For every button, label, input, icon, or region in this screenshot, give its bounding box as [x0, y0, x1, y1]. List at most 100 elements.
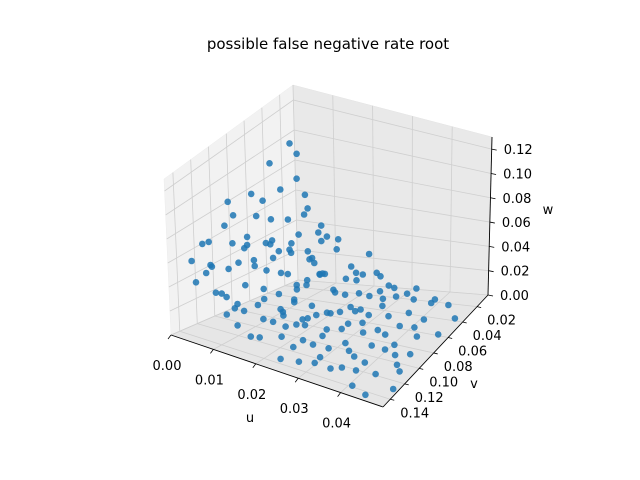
data-point [267, 216, 275, 223]
back-pane [292, 84, 493, 296]
data-point [299, 316, 306, 323]
z-axis-label: w [543, 203, 554, 218]
data-point [323, 309, 331, 317]
data-point [277, 305, 284, 313]
x-grid-line-floor [255, 285, 375, 365]
data-point [266, 160, 273, 167]
data-point [349, 382, 356, 390]
y-tick-label: 0.12 [415, 391, 444, 406]
y-axis-line [382, 294, 489, 408]
data-point [275, 247, 283, 255]
data-point [260, 315, 267, 323]
data-point [431, 296, 439, 303]
data-point [311, 259, 318, 267]
data-point [299, 336, 307, 344]
data-point [396, 368, 403, 375]
y-grid-line-floor [267, 292, 463, 323]
data-point [199, 240, 206, 248]
data-point [284, 270, 292, 278]
data-point [381, 331, 389, 338]
y-tick-mark [477, 306, 482, 308]
data-point [229, 212, 237, 219]
x-axis-label: u [246, 411, 254, 426]
data-point [347, 303, 354, 311]
data-point [205, 238, 212, 246]
y-tick-label: 0.02 [487, 314, 516, 329]
tick-marks: 0.000.010.020.030.040.020.040.060.080.10… [153, 143, 533, 431]
data-point [223, 311, 231, 318]
data-point [391, 341, 398, 349]
data-point [327, 365, 334, 372]
z-tick-mark [489, 245, 495, 248]
data-point [451, 315, 459, 322]
data-point [445, 301, 452, 309]
data-point [319, 332, 326, 340]
data-point [290, 296, 298, 303]
data-point [336, 308, 344, 316]
data-point [301, 191, 309, 199]
data-point [243, 241, 251, 249]
data-point [331, 289, 339, 296]
data-point [316, 353, 324, 361]
data-point [301, 321, 309, 329]
data-point [413, 285, 420, 292]
data-point [352, 367, 360, 374]
data-point [311, 359, 319, 367]
z-grid-line-back [294, 129, 492, 174]
data-point [256, 334, 264, 341]
data-point [225, 265, 232, 273]
z-tick-mark [490, 197, 496, 200]
data-point [333, 246, 341, 253]
axes-lines [170, 136, 493, 408]
data-point [318, 237, 325, 245]
data-point [223, 293, 230, 301]
y-tick-label: 0.14 [400, 406, 429, 421]
y-grid-line-floor [179, 330, 391, 400]
data-point [293, 175, 300, 182]
data-point [373, 269, 381, 277]
data-point [303, 281, 310, 289]
data-point [347, 263, 355, 270]
data-point [365, 311, 373, 319]
data-point [263, 267, 270, 274]
z-tick-label: 0.02 [501, 265, 530, 280]
y-axis-label: v [470, 377, 478, 392]
data-point [278, 333, 285, 341]
data-point [275, 290, 283, 298]
data-point [396, 322, 404, 330]
data-point [392, 293, 400, 300]
y-tick-label: 0.06 [458, 344, 487, 359]
data-point [350, 353, 358, 360]
z-tick-mark [488, 270, 494, 273]
x-grid-line-back [449, 126, 453, 293]
data-point [379, 295, 387, 303]
data-point [224, 198, 231, 206]
data-point [316, 270, 323, 278]
data-point [290, 343, 297, 351]
data-point [338, 325, 346, 333]
y-tick-mark [390, 398, 395, 401]
z-grid-line-left [169, 249, 298, 312]
data-point [295, 231, 302, 238]
y-tick-mark [404, 383, 409, 386]
z-tick-label: 0.12 [504, 143, 533, 158]
data-point [262, 239, 270, 247]
data-point [389, 385, 397, 393]
data-point [379, 302, 386, 310]
data-point [300, 211, 308, 218]
data-point [243, 233, 251, 241]
data-point [376, 288, 384, 295]
data-point [308, 302, 316, 310]
z-tick-label: 0.00 [500, 289, 529, 304]
data-point [247, 190, 255, 198]
z-grid-line-left [167, 189, 296, 264]
data-point [403, 290, 411, 298]
data-point [325, 345, 332, 352]
data-point [221, 222, 228, 229]
data-point [218, 290, 225, 297]
data-point [434, 331, 442, 338]
data-point [284, 216, 292, 223]
z-grid-line-left [168, 219, 297, 288]
data-point [250, 256, 258, 264]
